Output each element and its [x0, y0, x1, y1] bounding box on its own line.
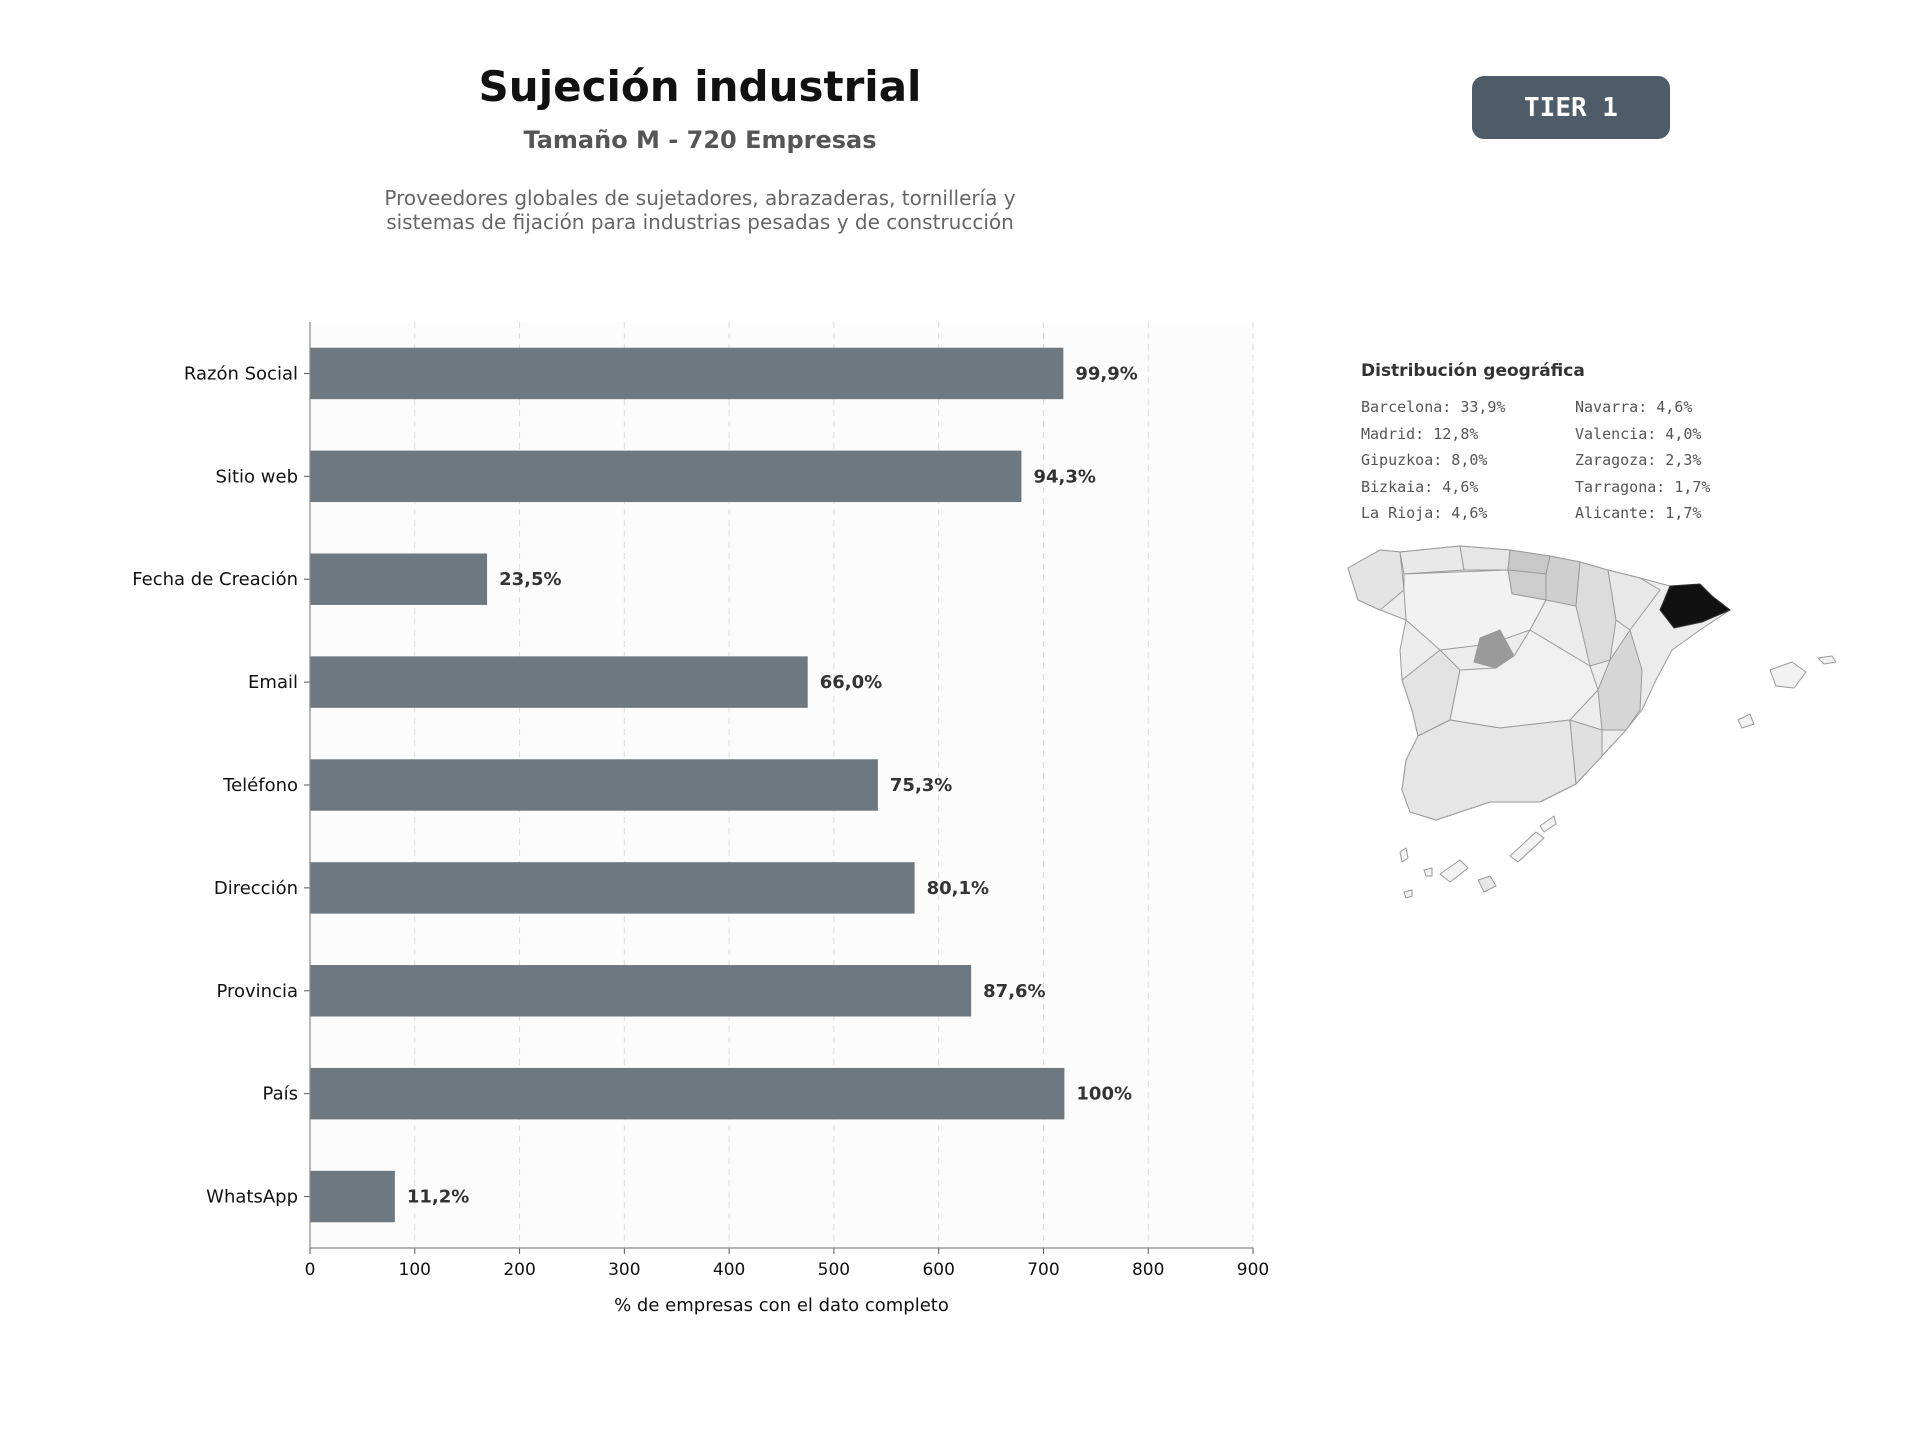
- bar: [310, 862, 915, 914]
- bar: [310, 759, 878, 811]
- map-region-cantabria: [1459, 545, 1511, 571]
- y-tick-label: Email: [248, 672, 298, 693]
- geo-item: Alicante: 1,7%: [1575, 504, 1702, 522]
- map-region-murcia: [1569, 719, 1603, 785]
- map-island-lapalma: [1399, 847, 1409, 863]
- geo-item: La Rioja: 4,6%: [1361, 504, 1488, 522]
- x-tick-label: 200: [503, 1260, 535, 1280]
- geo-item: Bizkaia: 4,6%: [1361, 477, 1479, 496]
- map-region-catalonia-other: [1607, 569, 1661, 631]
- bar: [310, 965, 972, 1017]
- description-line-1: Proveedores globales de sujetadores, abr…: [384, 186, 1016, 210]
- data-label: 66,0%: [820, 672, 882, 693]
- bar: [310, 656, 808, 708]
- map-region-asturias: [1399, 545, 1465, 575]
- map-region-valencia: [1597, 629, 1643, 731]
- x-tick-label: 700: [1027, 1260, 1059, 1280]
- data-label: 11,2%: [407, 1187, 469, 1208]
- data-label: 87,6%: [983, 981, 1045, 1002]
- map-region-andalucia: [1401, 719, 1577, 821]
- map-island-tenerife: [1439, 859, 1469, 883]
- x-tick-label: 100: [399, 1260, 431, 1280]
- map-island-fuerteventura: [1509, 831, 1545, 863]
- page-title: Sujeción industrial: [478, 62, 922, 111]
- x-tick-label: 600: [922, 1260, 954, 1280]
- geo-item: Valencia: 4,0%: [1575, 424, 1702, 443]
- map-island-mallorca: [1769, 661, 1807, 689]
- bar: [310, 450, 1022, 503]
- geo-item: Zaragoza: 2,3%: [1575, 451, 1702, 469]
- geo-title: Distribución geográfica: [1361, 361, 1585, 381]
- map-island-lanzarote: [1539, 815, 1557, 833]
- x-tick-label: 500: [818, 1260, 850, 1280]
- bar: [310, 1170, 395, 1223]
- data-label: 75,3%: [890, 775, 952, 796]
- geo-item: Madrid: 12,8%: [1361, 424, 1479, 443]
- x-tick-label: 900: [1237, 1260, 1269, 1280]
- map-island-ibiza: [1737, 713, 1755, 729]
- geo-item: Navarra: 4,6%: [1575, 398, 1693, 416]
- geo-list: Barcelona: 33,9% Navarra: 4,6% Madrid: 1…: [1361, 398, 1781, 522]
- geo-item: Gipuzkoa: 8,0%: [1361, 451, 1488, 469]
- x-tick-label: 300: [608, 1260, 640, 1280]
- page-subtitle: Tamaño M - 720 Empresas: [523, 126, 877, 154]
- tier-badge: TIER 1: [1472, 76, 1670, 139]
- y-tick-label: Provincia: [216, 981, 298, 1002]
- spain-map: [1347, 545, 1837, 899]
- description: Proveedores globales de sujetadores, abr…: [300, 186, 1100, 234]
- description-line-2: sistemas de fijación para industrias pes…: [386, 210, 1014, 234]
- x-tick-label: 400: [713, 1260, 745, 1280]
- x-tick-label: 800: [1132, 1260, 1164, 1280]
- map-region-navarra: [1545, 555, 1581, 607]
- map-island-gomera: [1423, 867, 1433, 877]
- bar: [310, 553, 488, 605]
- x-tick-label: 0: [305, 1260, 316, 1280]
- data-label: 99,9%: [1075, 363, 1137, 384]
- geo-item: Tarragona: 1,7%: [1575, 477, 1711, 496]
- y-tick-label: Razón Social: [184, 363, 298, 384]
- y-tick-label: WhatsApp: [206, 1187, 298, 1208]
- data-label: 100%: [1076, 1084, 1132, 1105]
- map-island-hierro: [1403, 889, 1413, 899]
- data-label: 80,1%: [927, 878, 989, 899]
- y-tick-label: Dirección: [214, 878, 298, 899]
- y-tick-label: Fecha de Creación: [132, 569, 298, 590]
- geo-item: Barcelona: 33,9%: [1361, 398, 1506, 416]
- bar: [310, 347, 1064, 400]
- bar-chart: 0 100 200 300 400 500 600 700 800 900 Razón Social…: [132, 322, 1269, 1316]
- y-tick-label: Sitio web: [216, 466, 298, 487]
- x-axis-label: % de empresas con el dato completo: [614, 1295, 949, 1316]
- y-tick-label: País: [263, 1084, 298, 1105]
- map-region-barcelona: [1659, 583, 1731, 629]
- bar: [310, 1067, 1065, 1120]
- y-tick-label: Teléfono: [222, 775, 298, 796]
- data-label: 94,3%: [1033, 466, 1095, 487]
- data-label: 23,5%: [499, 569, 561, 590]
- map-island-menorca: [1817, 655, 1837, 665]
- map-island-grancanaria: [1477, 875, 1497, 893]
- map-region-castilla-leon: [1403, 569, 1547, 651]
